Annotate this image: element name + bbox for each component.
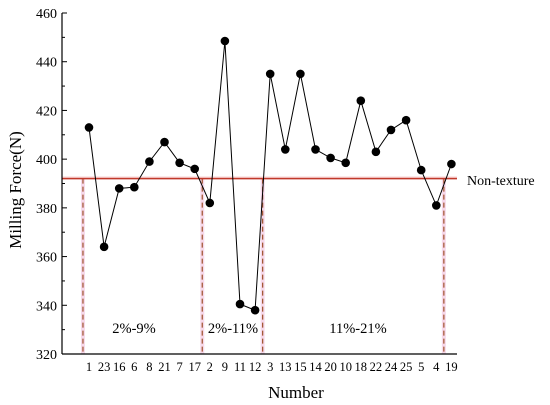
data-point (175, 158, 184, 168)
y-tick-label: 360 (36, 251, 57, 266)
data-point (130, 182, 139, 192)
data-point (145, 157, 154, 166)
data-point (416, 165, 426, 175)
data-point (220, 36, 230, 46)
group-label: 2%-9% (112, 321, 156, 337)
data-point (190, 164, 199, 174)
x-tick-label: 25 (400, 360, 413, 374)
x-tick-label: 6 (131, 360, 137, 374)
data-point (281, 145, 290, 154)
x-tick-label: 10 (339, 360, 352, 374)
data-point (356, 96, 366, 105)
x-tick-label: 18 (355, 360, 368, 374)
x-tick-label: 20 (324, 360, 337, 374)
group-label: 11%-21% (329, 321, 386, 337)
y-tick-label: 420 (36, 104, 57, 119)
data-point (84, 123, 94, 132)
x-axis-label: Number (268, 383, 324, 402)
y-tick-label: 460 (36, 7, 57, 22)
y-axis-label: Milling Force(N) (6, 131, 25, 249)
y-tick-label: 380 (36, 202, 57, 217)
x-tick-label: 16 (113, 360, 126, 374)
series-layer (84, 36, 456, 315)
labels-layer: 2%-9% 2%-11% 11%-21% (112, 321, 386, 337)
data-point (265, 69, 275, 79)
group-label: 2%-11% (208, 321, 258, 337)
x-tick-label: 5 (418, 360, 424, 374)
data-point (401, 115, 411, 125)
x-tick-label: 8 (146, 360, 152, 374)
reference-layer (62, 176, 457, 180)
data-point (250, 305, 260, 315)
data-point (386, 125, 396, 135)
data-point (296, 69, 305, 79)
y-tick-label: 400 (36, 153, 57, 168)
data-point (99, 242, 109, 252)
y-tick-label: 340 (36, 299, 57, 314)
x-tick-label: 15 (294, 360, 307, 374)
x-tick-label: 21 (158, 360, 171, 374)
reference-label: Non-texture (467, 174, 535, 189)
data-point (235, 299, 245, 309)
data-point (114, 184, 124, 193)
y-tick-label: 320 (36, 348, 57, 363)
x-tick-label: 11 (234, 360, 246, 374)
data-point (432, 201, 441, 210)
data-point (311, 145, 320, 154)
x-tick-label: 14 (309, 360, 322, 374)
x-tick-label: 9 (222, 360, 228, 374)
series-line (88, 40, 452, 311)
x-tick-label: 17 (188, 360, 201, 374)
divider-layer (80, 178, 446, 354)
x-tick-label: 24 (385, 360, 398, 374)
data-point (447, 159, 456, 169)
data-point (326, 153, 335, 163)
x-tick-label: 3 (267, 360, 273, 374)
data-point (205, 198, 215, 208)
x-tick-label: 19 (445, 360, 458, 374)
x-tick-label: 7 (176, 360, 182, 374)
data-point (371, 147, 381, 157)
x-tick-label: 22 (370, 360, 383, 374)
data-point (160, 137, 169, 147)
x-tick-label: 1 (86, 360, 92, 374)
x-tick-label: 12 (249, 360, 262, 374)
x-tick-label: 13 (279, 360, 292, 374)
data-point (341, 158, 351, 168)
x-tick-label: 2 (207, 360, 213, 374)
x-tick-label: 4 (433, 360, 440, 374)
y-tick-label: 440 (36, 56, 57, 71)
x-tick-label: 23 (98, 360, 111, 374)
